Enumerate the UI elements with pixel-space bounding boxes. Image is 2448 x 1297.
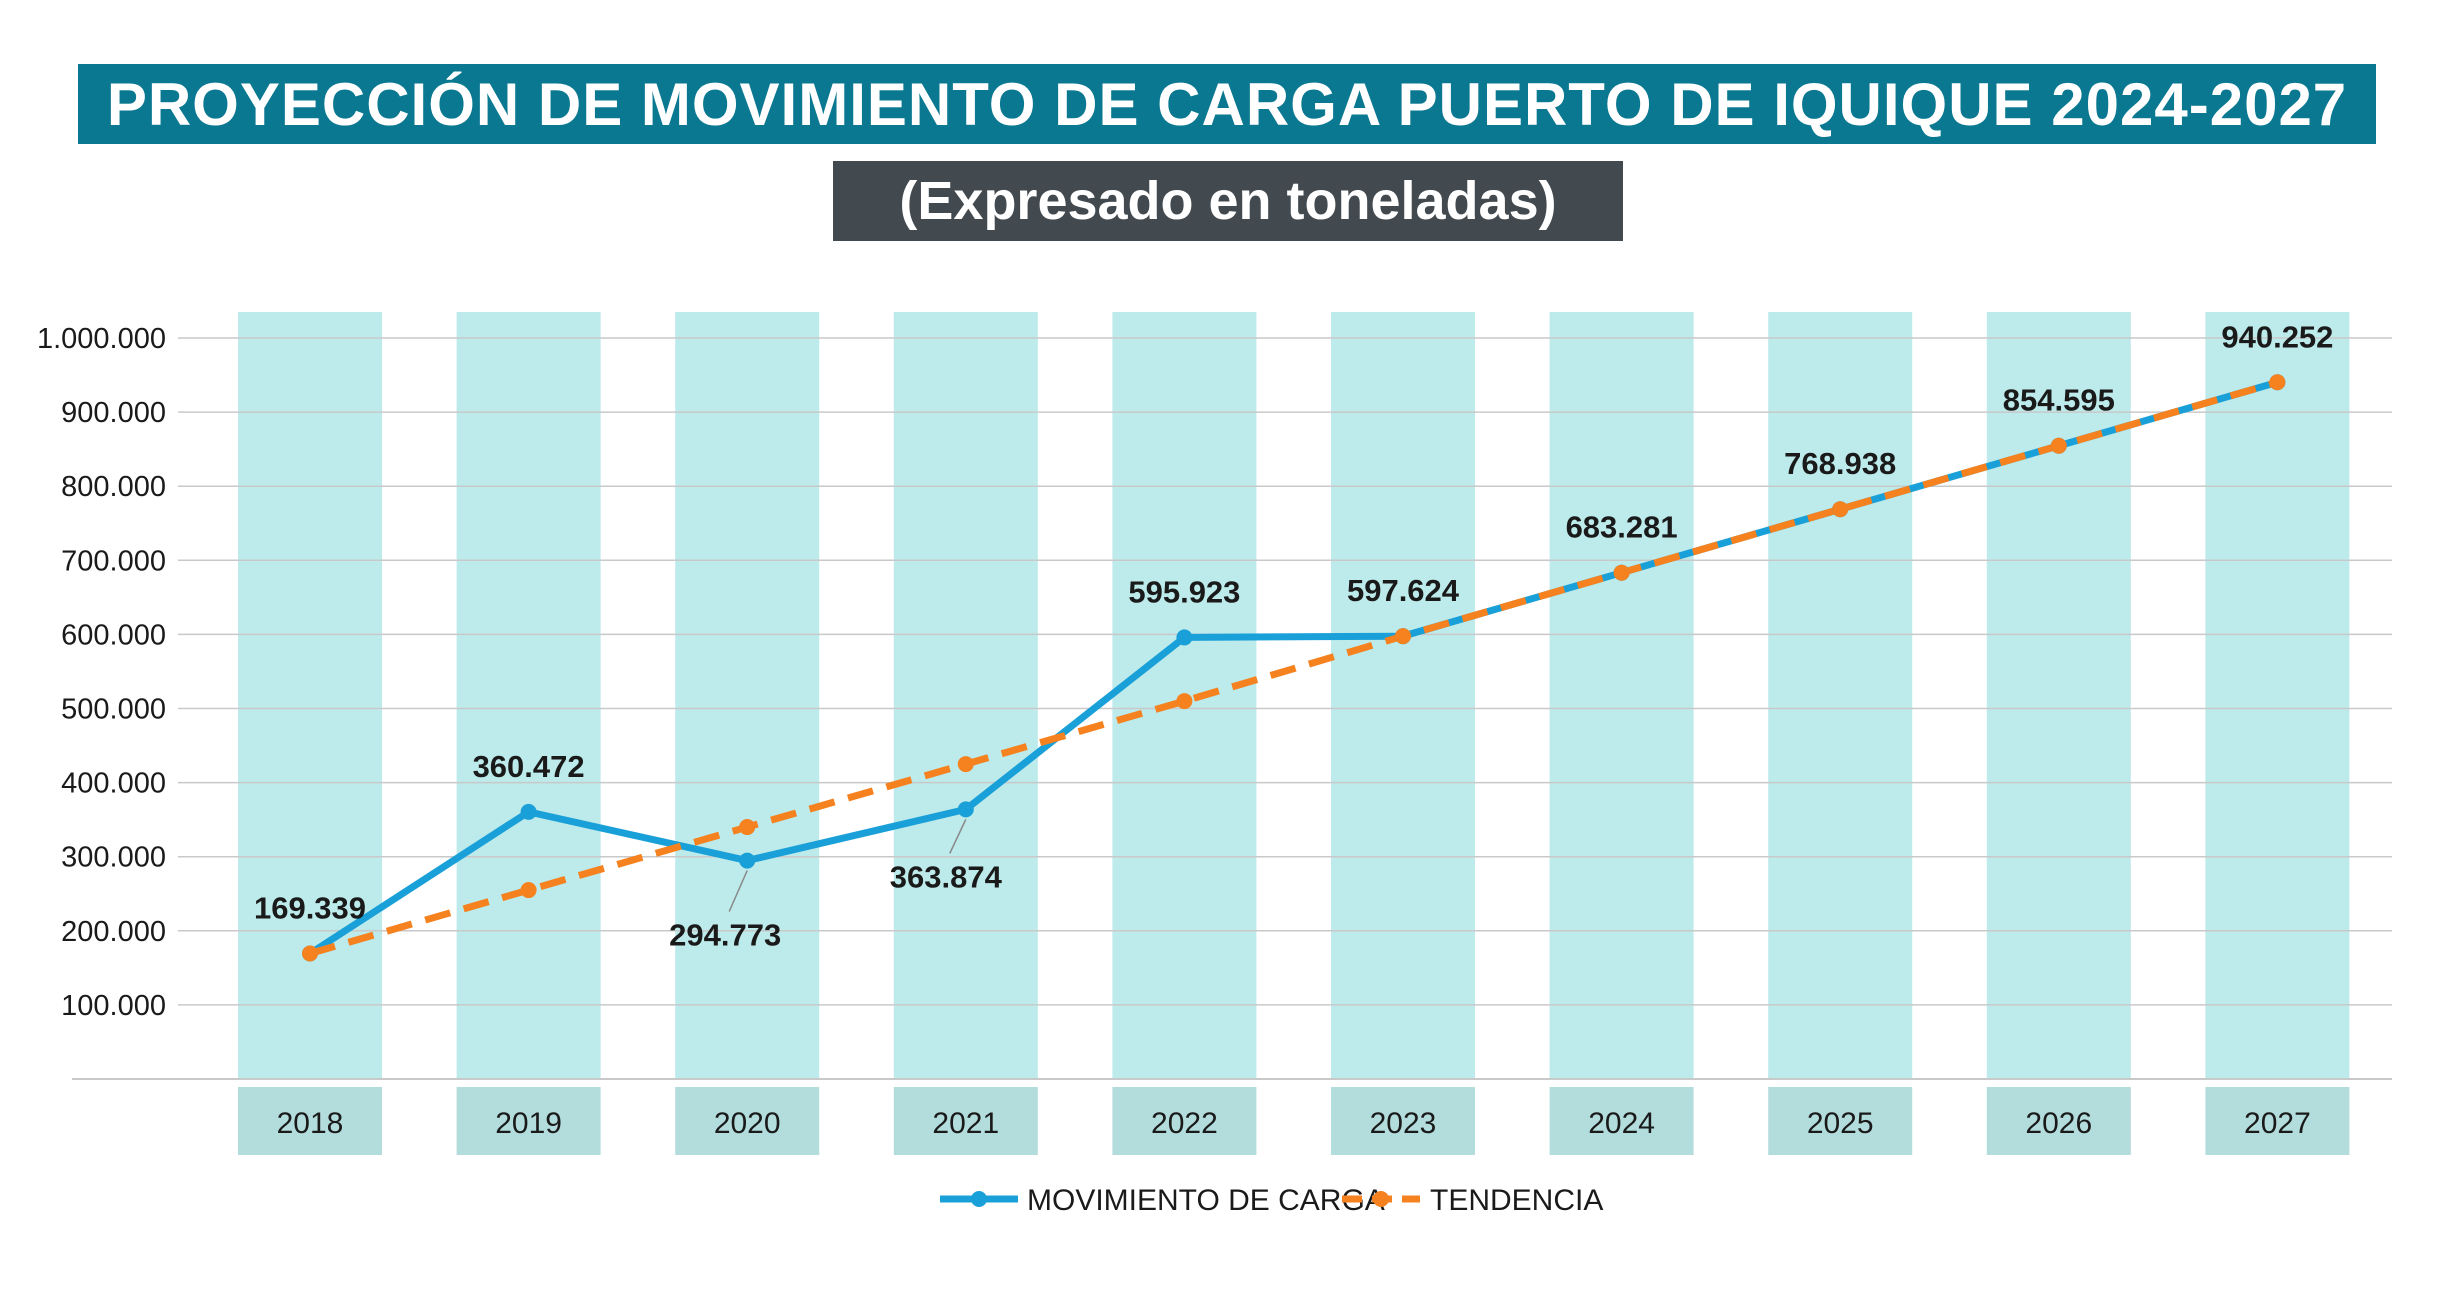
point-movimiento-2022: [1176, 629, 1193, 646]
y-tick-label: 300.000: [61, 842, 166, 874]
column-band-2025: [1768, 312, 1913, 1079]
point-movimiento-2021: [957, 801, 974, 818]
y-axis-ticks: 100.000 200.000 300.000 400.000 500.000 600.0…: [37, 323, 166, 1022]
data-labels: 169.339 360.472 294.773 363.874 595.923 597.6…: [254, 319, 2333, 952]
leader-line: [949, 819, 967, 854]
y-tick-label: 800.000: [61, 471, 166, 503]
x-axis-category-labels: 2018 2019 2020 2021 2022 2023 2024 2025 2026 2027: [238, 1087, 2350, 1155]
category-cell-2027: [2205, 1087, 2350, 1155]
legend-swatch-marker-carga: [971, 1191, 987, 1207]
point-tendencia-2018: [302, 945, 318, 962]
data-label-2024: 683.281: [1566, 510, 1678, 545]
data-label-2019: 360.472: [473, 749, 585, 784]
legend-label-carga: MOVIMIENTO DE CARGA: [1027, 1184, 1385, 1217]
y-tick-label: 1.000.000: [37, 323, 166, 355]
y-tick-label: 200.000: [61, 916, 166, 948]
point-tendencia-2023: [1395, 628, 1411, 645]
category-cell-2020: [675, 1087, 820, 1155]
y-tick-label: 100.000: [61, 990, 166, 1022]
category-cell-2022: [1112, 1087, 1257, 1155]
chart-subtitle: (Expresado en toneladas): [833, 161, 1623, 241]
x-tick-label: 2022: [1151, 1107, 1218, 1140]
x-tick-label: 2027: [2244, 1107, 2311, 1140]
grid-lines: [72, 337, 2392, 1080]
category-cell-2018: [238, 1087, 382, 1155]
x-tick-label: 2024: [1588, 1107, 1655, 1140]
point-tendencia-2022: [1176, 693, 1193, 710]
x-tick-label: 2019: [495, 1107, 562, 1140]
point-tendencia-2020: [739, 819, 756, 836]
column-band-2026: [1986, 312, 2131, 1079]
y-tick-label: 600.000: [61, 619, 166, 651]
y-tick-label: 500.000: [61, 694, 166, 726]
legend-swatch-marker-tendencia: [1373, 1191, 1389, 1207]
data-label-2018: 169.339: [254, 891, 366, 926]
x-tick-label: 2020: [714, 1107, 781, 1140]
series-lines: [306, 378, 2281, 958]
data-label-2022: 595.923: [1128, 574, 1240, 609]
data-label-2020: 294.773: [669, 918, 781, 953]
x-tick-label: 2018: [277, 1107, 344, 1140]
x-tick-label: 2025: [1807, 1107, 1874, 1140]
column-band-2023: [1331, 312, 1475, 1079]
category-cell-2024: [1549, 1087, 1694, 1155]
category-cell-2019: [456, 1087, 601, 1155]
column-band-2018: [238, 312, 382, 1079]
column-band-2027: [2205, 312, 2350, 1079]
data-label-2027: 940.252: [2221, 319, 2333, 354]
column-band-2019: [456, 312, 601, 1079]
category-cell-2023: [1331, 1087, 1475, 1155]
y-tick-label: 900.000: [61, 397, 166, 429]
category-cell-2026: [1986, 1087, 2131, 1155]
x-tick-label: 2026: [2025, 1107, 2092, 1140]
point-tendencia-2019: [520, 882, 537, 899]
point-tendencia-2024: [1613, 564, 1630, 581]
series-markers: [302, 374, 2286, 962]
point-movimiento-2019: [520, 803, 537, 820]
point-tendencia-2021: [957, 756, 974, 773]
y-tick-label: 400.000: [61, 768, 166, 800]
data-label-2026: 854.595: [2003, 383, 2115, 418]
leader-line: [728, 870, 748, 912]
column-band-2020: [675, 312, 820, 1079]
column-band-2024: [1549, 312, 1694, 1079]
point-tendencia-2027: [2269, 374, 2286, 391]
data-label-2025: 768.938: [1784, 446, 1896, 481]
y-tick-label: 700.000: [61, 545, 166, 577]
category-cell-2021: [893, 1087, 1038, 1155]
point-tendencia-2026: [2050, 437, 2067, 454]
point-tendencia-2025: [1832, 501, 1849, 518]
column-band-2021: [893, 312, 1038, 1079]
legend: MOVIMIENTO DE CARGA TENDENCIA: [940, 1184, 1603, 1217]
series-line-tendencia: [309, 378, 2279, 957]
chart-title: PROYECCIÓN DE MOVIMIENTO DE CARGA PUERTO…: [78, 64, 2376, 144]
x-tick-label: 2023: [1370, 1107, 1437, 1140]
data-label-2021: 363.874: [890, 859, 1003, 894]
legend-label-tendencia: TENDENCIA: [1430, 1184, 1603, 1217]
series-line-movimiento-de-carga: [306, 378, 2281, 958]
x-tick-label: 2021: [932, 1107, 999, 1140]
category-columns: [238, 312, 2350, 1079]
data-label-2023: 597.624: [1347, 573, 1460, 608]
point-movimiento-2020: [739, 852, 756, 869]
category-cell-2025: [1768, 1087, 1913, 1155]
